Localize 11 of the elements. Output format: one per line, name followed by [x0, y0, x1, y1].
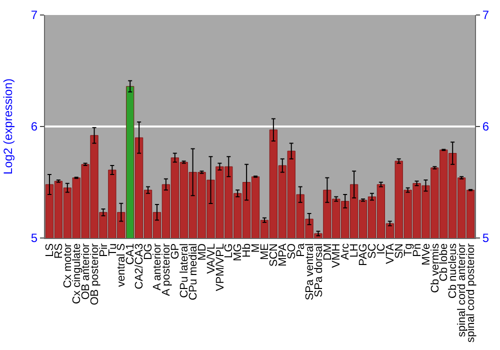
x-tick-label: spinal cord posterior	[465, 243, 478, 342]
y-axis-title: Log2 (expression)	[1, 78, 16, 175]
x-tick-label: MVe	[420, 243, 432, 266]
y-tick-label: 7	[30, 8, 38, 22]
x-tick-label: SPa dorsal	[312, 243, 325, 298]
y2-tick-label: 7	[482, 8, 490, 22]
y-tick-label: 6	[30, 120, 38, 134]
y2-tick-label: 5	[482, 231, 490, 246]
y-tick-label: 5	[30, 231, 38, 246]
y2-tick-label: 6	[482, 120, 490, 134]
x-tick-label: CPu medial	[187, 243, 200, 300]
